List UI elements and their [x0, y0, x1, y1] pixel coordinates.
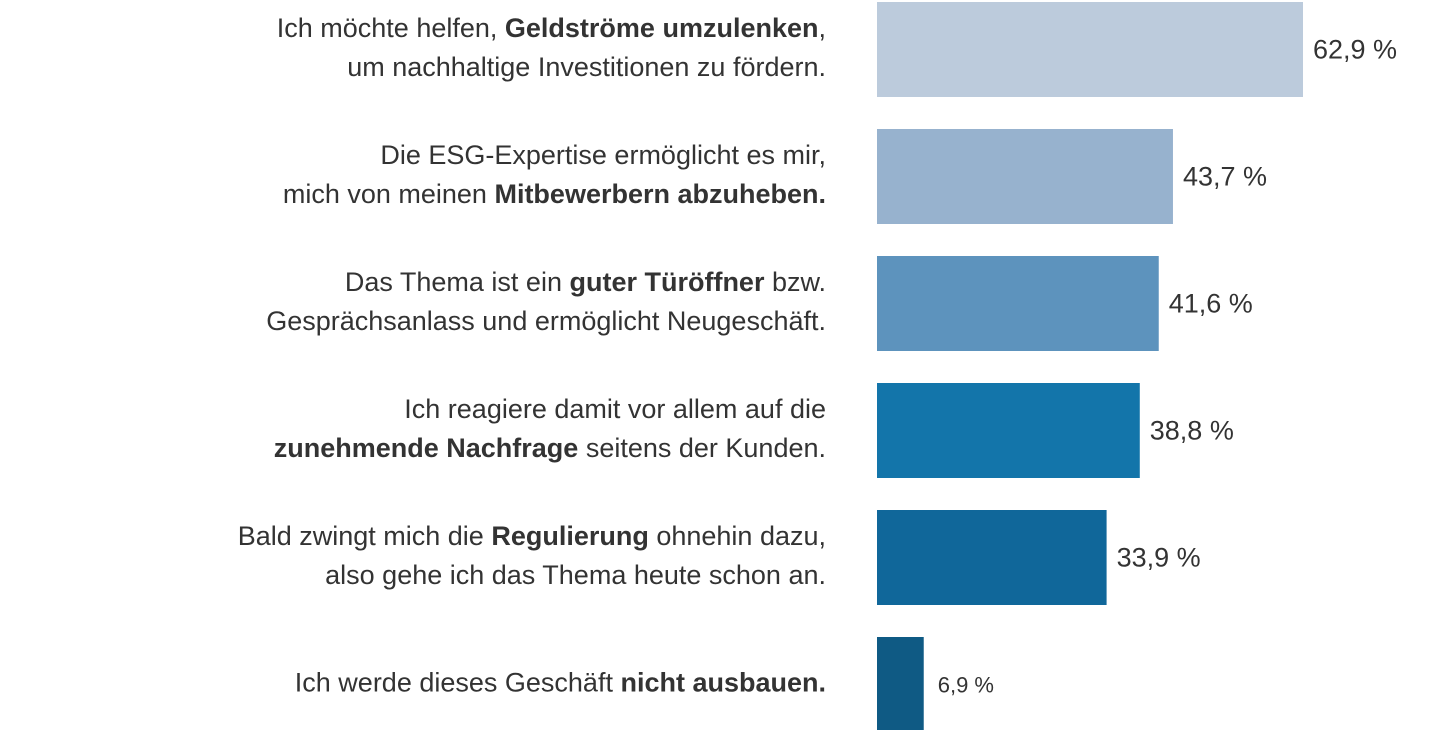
label-run: Mitbewerbern abzuheben.: [494, 179, 826, 209]
label-run: Gesprächsanlass und ermöglicht Neugeschä…: [266, 306, 826, 336]
category-label: Bald zwingt mich die Regulierung ohnehin…: [238, 521, 826, 551]
label-run: zunehmende Nachfrage: [274, 433, 579, 463]
value-label: 6,9 %: [938, 672, 994, 697]
value-label: 62,9 %: [1313, 35, 1397, 65]
bar: [877, 637, 924, 730]
label-run: Ich möchte helfen,: [277, 13, 505, 43]
label-run: Die ESG-Expertise ermöglicht es mir,: [380, 140, 826, 170]
category-label: Ich werde dieses Geschäft nicht ausbauen…: [295, 668, 826, 698]
category-label: Gesprächsanlass und ermöglicht Neugeschä…: [266, 306, 826, 336]
category-label: mich von meinen Mitbewerbern abzuheben.: [283, 179, 826, 209]
value-label: 38,8 %: [1150, 416, 1234, 446]
category-label: also gehe ich das Thema heute schon an.: [325, 560, 826, 590]
category-label: zunehmende Nachfrage seitens der Kunden.: [274, 433, 826, 463]
value-label: 41,6 %: [1169, 289, 1253, 319]
category-label: Ich möchte helfen, Geldströme umzulenken…: [277, 13, 826, 43]
label-run: Ich reagiere damit vor allem auf die: [404, 394, 826, 424]
bar: [877, 2, 1303, 97]
category-label: um nachhaltige Investitionen zu fördern.: [347, 52, 826, 82]
bar: [877, 383, 1140, 478]
label-run: also gehe ich das Thema heute schon an.: [325, 560, 826, 590]
label-run: Regulierung: [491, 521, 649, 551]
label-run: Geldströme umzulenken: [505, 13, 819, 43]
bar: [877, 129, 1173, 224]
value-label: 43,7 %: [1183, 162, 1267, 192]
label-run: um nachhaltige Investitionen zu fördern.: [347, 52, 826, 82]
label-run: seitens der Kunden.: [578, 433, 826, 463]
bar: [877, 256, 1159, 351]
label-run: Bald zwingt mich die: [238, 521, 492, 551]
label-run: ohnehin dazu,: [649, 521, 826, 551]
category-label: Ich reagiere damit vor allem auf die: [404, 394, 826, 424]
label-run: Das Thema ist ein: [345, 267, 570, 297]
bar: [877, 510, 1107, 605]
label-run: guter Türöffner: [569, 267, 764, 297]
label-run: nicht ausbauen.: [620, 668, 826, 698]
category-label: Das Thema ist ein guter Türöffner bzw.: [345, 267, 826, 297]
label-run: mich von meinen: [283, 179, 495, 209]
label-run: Ich werde dieses Geschäft: [295, 668, 621, 698]
label-run: bzw.: [764, 267, 826, 297]
value-label: 33,9 %: [1117, 543, 1201, 573]
category-label: Die ESG-Expertise ermöglicht es mir,: [380, 140, 826, 170]
label-run: ,: [818, 13, 826, 43]
